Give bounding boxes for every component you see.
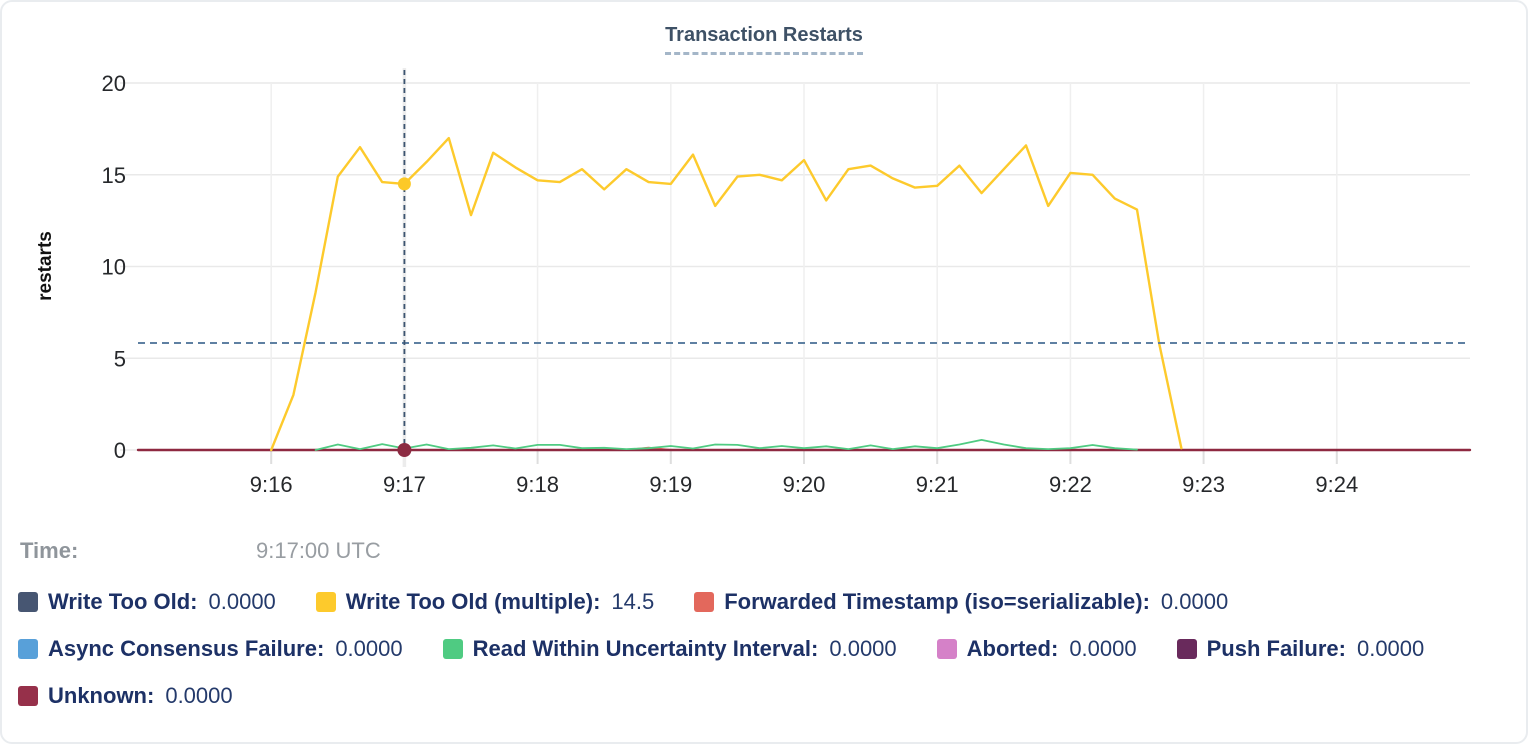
legend-label: Aborted: [966, 636, 1059, 661]
legend-item-push-failure[interactable]: Push Failure: 0.0000 [1176, 636, 1425, 662]
svg-text:9:22: 9:22 [1049, 472, 1092, 497]
legend-swatch-unknown [18, 686, 38, 706]
time-value: 9:17:00 UTC [256, 538, 381, 563]
chart-legend: Write Too Old: 0.0000 Write Too Old (mul… [18, 589, 1424, 709]
gridlines [120, 82, 1470, 464]
legend-label: Write Too Old (multiple): [345, 589, 601, 614]
legend-swatch-forwarded-timestamp [694, 592, 715, 612]
legend-value: 0.0000 [829, 636, 897, 661]
legend-swatch-write-too-old-multiple [315, 592, 336, 612]
legend-swatch-write-too-old [18, 592, 38, 612]
svg-text:5: 5 [114, 346, 126, 371]
svg-text:9:19: 9:19 [649, 472, 692, 497]
legend-label: Unknown: [48, 683, 155, 708]
svg-text:9:17: 9:17 [383, 472, 426, 497]
svg-text:15: 15 [102, 163, 126, 188]
legend-item-read-within-uncertainty-interval[interactable]: Read Within Uncertainty Interval: 0.0000 [442, 636, 897, 662]
legend-label: Push Failure: [1206, 636, 1346, 661]
legend-value: 0.0000 [335, 636, 403, 661]
hover-dot-unknown [397, 443, 412, 457]
legend-swatch-push-failure [1176, 639, 1197, 659]
svg-text:0: 0 [114, 438, 126, 463]
legend-swatch-aborted [936, 639, 957, 659]
legend-item-aborted[interactable]: Aborted: 0.0000 [936, 636, 1137, 662]
axis-tick-labels: 0 5 10 15 20 9:16 9:17 9:18 9:19 9:20 9:21 9:22 9:23… [102, 71, 1359, 497]
series-lines [136, 136, 1472, 452]
time-label: Time: [20, 538, 79, 563]
chart-title: Transaction Restarts [665, 24, 863, 55]
svg-text:10: 10 [102, 255, 126, 280]
legend-value: 0.0000 [1356, 636, 1425, 661]
svg-text:20: 20 [102, 71, 126, 96]
legend-label: Async Consensus Failure: [48, 636, 325, 661]
legend-row-3: Unknown: 0.0000 [18, 683, 1424, 709]
transaction-restarts-chart[interactable]: 0 5 10 15 20 9:16 9:17 9:18 9:19 9:20 9:21 9:22 9:23… [0, 0, 1528, 520]
legend-label: Read Within Uncertainty Interval: [472, 636, 819, 661]
svg-text:9:24: 9:24 [1315, 472, 1358, 497]
chart-svg[interactable]: 0 5 10 15 20 9:16 9:17 9:18 9:19 9:20 9:21 9:22 9:23… [0, 0, 1528, 520]
chart-header: Transaction Restarts [0, 24, 1528, 55]
legend-item-unknown[interactable]: Unknown: 0.0000 [18, 683, 233, 709]
legend-item-write-too-old-multiple[interactable]: Write Too Old (multiple): 14.5 [315, 589, 655, 615]
legend-value: 0.0000 [165, 683, 233, 708]
svg-text:9:16: 9:16 [250, 472, 293, 497]
svg-text:9:18: 9:18 [516, 472, 559, 497]
hover-time-row: Time: 9:17:00 UTC [20, 538, 1510, 564]
hover-dot-write_too_old_multiple [397, 177, 411, 191]
legend-value: 0.0000 [1160, 589, 1229, 614]
legend-value: 0.0000 [1069, 636, 1137, 661]
y-axis-label: restarts [35, 231, 56, 301]
legend-swatch-async-consensus-failure [18, 639, 38, 659]
svg-text:9:20: 9:20 [783, 472, 826, 497]
legend-item-async-consensus-failure[interactable]: Async Consensus Failure: 0.0000 [18, 636, 403, 662]
series-read_within_uncertainty_interval-line [314, 438, 1138, 451]
legend-value: 0.0000 [208, 589, 276, 614]
legend-item-forwarded-timestamp[interactable]: Forwarded Timestamp (iso=serializable): … [694, 589, 1228, 615]
svg-text:9:23: 9:23 [1182, 472, 1225, 497]
legend-item-write-too-old[interactable]: Write Too Old: 0.0000 [18, 589, 276, 615]
legend-row-1: Write Too Old: 0.0000 Write Too Old (mul… [18, 589, 1424, 615]
legend-label: Forwarded Timestamp (iso=serializable): [724, 589, 1150, 614]
legend-swatch-read-within-uncertainty-interval [442, 639, 463, 659]
legend-value: 14.5 [611, 589, 655, 614]
legend-row-2: Async Consensus Failure: 0.0000 Read Wit… [18, 636, 1424, 662]
legend-label: Write Too Old: [48, 589, 198, 614]
svg-text:9:21: 9:21 [916, 472, 959, 497]
series-write_too_old_multiple-line [270, 136, 1183, 452]
